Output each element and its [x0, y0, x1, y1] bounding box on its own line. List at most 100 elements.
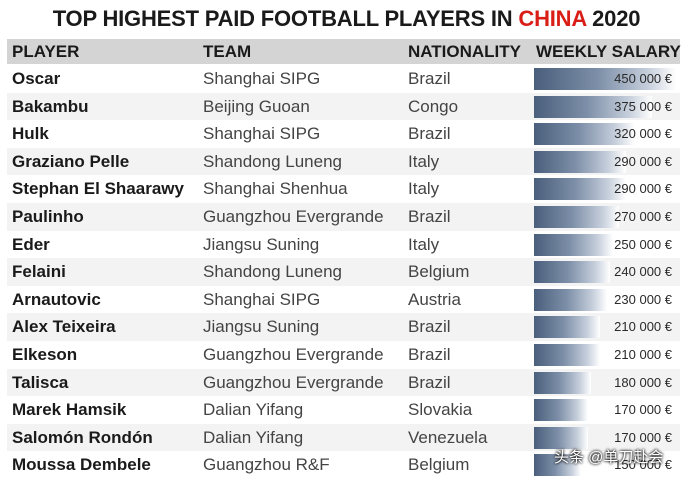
title-suffix: 2020: [586, 6, 641, 31]
team-name: Shandong Luneng: [203, 262, 342, 282]
team-name: Jiangsu Suning: [203, 234, 320, 254]
salary-cell: 270 000 €: [534, 206, 676, 228]
salary-cell: 230 000 €: [534, 288, 676, 311]
player-name: Oscar: [12, 69, 61, 88]
salary-bar: [534, 261, 610, 284]
salary-label: 230 000 €: [614, 291, 672, 307]
player-name: Graziano Pelle: [12, 151, 130, 171]
table-row: Elkeson Guangzhou Evergrande Brazil 210 000…: [7, 341, 680, 369]
table-row: Felaini Shandong Luneng Belgium 240 000 €: [7, 258, 680, 286]
salary-cell: 210 000 €: [534, 316, 676, 339]
salary-label: 170 000 €: [614, 429, 672, 445]
player-name: Moussa Dembele: [12, 455, 151, 475]
player-name: Bakambu: [12, 96, 89, 116]
table-row: Bakambu Beijing Guoan Congo 375 000 €: [7, 92, 680, 121]
table-row: Oscar Shanghai SIPG Brazil 450 000 €: [7, 65, 680, 93]
title-highlight: CHINA: [518, 6, 587, 31]
salary-label: 270 000 €: [614, 209, 672, 224]
table-row: Eder Jiangsu Suning Italy 250 000 €: [7, 231, 680, 259]
player-name: Marek Hamsik: [12, 400, 127, 420]
table-row: Salomón Rondón Dalian Yifang Venezuela 170 …: [7, 423, 680, 452]
team-name: Shanghai Shenhua: [203, 179, 348, 199]
table-header: PLAYER TEAM NATIONALITY WEEKLY SALARY: [7, 39, 681, 64]
nationality: Austria: [408, 289, 461, 309]
team-name: Dalian Yifang: [203, 400, 304, 420]
nationality: Brazil: [408, 207, 451, 226]
salary-cell: 150 000 €: [534, 454, 676, 477]
team-name: Shanghai SIPG: [203, 124, 321, 144]
salary-bar: [534, 399, 588, 422]
salary-bar: [534, 426, 588, 449]
salary-cell: 210 000 €: [534, 344, 676, 366]
salary-label: 290 000 €: [614, 153, 672, 169]
nationality: Brazil: [408, 124, 451, 144]
salary-label: 290 000 €: [614, 181, 672, 197]
salary-cell: 250 000 €: [534, 233, 676, 256]
player-name: Hulk: [12, 124, 49, 144]
player-name: Salomón Rondón: [12, 427, 153, 447]
salary-bar: [534, 150, 626, 173]
salary-label: 210 000 €: [614, 347, 672, 362]
salary-bar: [534, 123, 635, 146]
team-name: Guangzhou Evergrande: [203, 345, 384, 364]
nationality: Brazil: [408, 372, 451, 392]
salary-label: 180 000 €: [614, 374, 672, 390]
team-name: Shanghai SIPG: [203, 289, 321, 309]
salary-label: 250 000 €: [614, 236, 672, 252]
team-name: Dalian Yifang: [203, 427, 304, 447]
table-row: Hulk Shanghai SIPG Brazil 320 000 €: [7, 120, 680, 148]
nationality: Belgium: [408, 455, 470, 475]
table-row: Paulinho Guangzhou Evergrande Brazil 270 00…: [7, 203, 680, 231]
header-player: PLAYER: [12, 42, 80, 61]
team-name: Jiangsu Suning: [203, 317, 320, 337]
watermark: 头条 @单刀赴会: [554, 449, 664, 466]
chart-title: TOP HIGHEST PAID FOOTBALL PLAYERS IN CHI…: [0, 4, 693, 34]
player-name: Stephan El Shaarawy: [12, 179, 184, 199]
salary-label: 320 000 €: [614, 126, 672, 142]
team-name: Shandong Luneng: [203, 151, 342, 171]
team-name: Guangzhou R&F: [203, 455, 330, 475]
table-row: Moussa Dembele Guangzhou R&F Belgium 150 00…: [7, 451, 680, 479]
table-row: Alex Teixeira Jiangsu Suning Brazil 210 000…: [7, 313, 680, 341]
player-name: Talisca: [12, 372, 69, 392]
table-row: Marek Hamsik Dalian Yifang Slovakia 170 000…: [7, 396, 680, 424]
player-name: Arnautovic: [12, 289, 101, 309]
salary-cell: 375 000 €: [534, 95, 676, 118]
salary-bar: [534, 206, 620, 228]
nationality: Italy: [408, 179, 440, 199]
salary-bar: [534, 68, 676, 90]
nationality: Belgium: [408, 262, 470, 282]
nationality: Slovakia: [408, 400, 473, 420]
salary-label: 375 000 €: [614, 98, 672, 114]
salary-cell: 240 000 €: [534, 261, 676, 284]
salary-bar: [534, 316, 601, 339]
header-team: TEAM: [203, 42, 252, 61]
salary-label: 240 000 €: [614, 264, 672, 280]
header-nationality: NATIONALITY: [408, 42, 522, 61]
table-row: Arnautovic Shanghai SIPG Austria 230 000 €: [7, 286, 680, 314]
salary-label: 170 000 €: [614, 402, 672, 418]
team-name: Shanghai SIPG: [203, 69, 321, 88]
nationality: Venezuela: [408, 427, 488, 447]
nationality: Brazil: [408, 69, 451, 88]
title-prefix: TOP HIGHEST PAID FOOTBALL PLAYERS IN: [52, 6, 519, 31]
player-name: Alex Teixeira: [12, 317, 116, 337]
team-name: Guangzhou Evergrande: [203, 207, 384, 226]
nationality: Italy: [408, 234, 440, 254]
team-name: Guangzhou Evergrande: [203, 372, 384, 392]
salary-bar: [534, 95, 653, 118]
salary-bar: [534, 288, 607, 311]
salary-cell: 170 000 €: [534, 399, 676, 422]
salary-cell: 290 000 €: [534, 150, 676, 173]
team-name: Beijing Guoan: [203, 96, 310, 116]
table-row: Talisca Guangzhou Evergrande Brazil 180 000…: [7, 368, 680, 397]
player-name: Paulinho: [12, 207, 84, 226]
salary-cell: 170 000 €: [534, 426, 676, 449]
salary-label: 210 000 €: [614, 319, 672, 335]
nationality: Congo: [408, 96, 459, 116]
player-name: Felaini: [12, 262, 66, 282]
salary-bar: [534, 371, 591, 394]
salary-bar: [534, 178, 626, 201]
salary-cell: 320 000 €: [534, 123, 676, 146]
nationality: Brazil: [408, 317, 451, 337]
